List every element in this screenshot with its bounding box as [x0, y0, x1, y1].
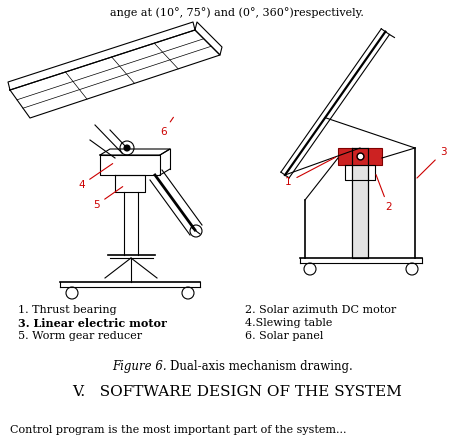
Text: 4: 4	[78, 164, 113, 190]
Text: 2. Solar azimuth DC motor: 2. Solar azimuth DC motor	[245, 305, 396, 315]
Text: Dual-axis mechanism drawing.: Dual-axis mechanism drawing.	[170, 360, 353, 373]
Text: Control program is the most important part of the system...: Control program is the most important pa…	[10, 425, 346, 435]
Bar	[338, 148, 382, 165]
Text: 6. Solar panel: 6. Solar panel	[245, 331, 323, 341]
Text: 3. Linear electric motor: 3. Linear electric motor	[18, 318, 167, 329]
Text: 1. Thrust bearing: 1. Thrust bearing	[18, 305, 117, 315]
Text: ange at (10°, 75°) and (0°, 360°)respectively.: ange at (10°, 75°) and (0°, 360°)respect…	[110, 7, 364, 18]
Circle shape	[124, 145, 130, 151]
Text: Figure 6.: Figure 6.	[112, 360, 167, 373]
Text: 1: 1	[285, 157, 336, 187]
Text: 5. Worm gear reducer: 5. Worm gear reducer	[18, 331, 142, 341]
Text: 4.Slewing table: 4.Slewing table	[245, 318, 332, 328]
Text: 2: 2	[376, 175, 392, 212]
Text: 3: 3	[417, 147, 447, 178]
Text: 6: 6	[160, 117, 173, 137]
Text: 5: 5	[93, 186, 123, 210]
Text: V.   SOFTWARE DESIGN OF THE SYSTEM: V. SOFTWARE DESIGN OF THE SYSTEM	[72, 385, 402, 399]
